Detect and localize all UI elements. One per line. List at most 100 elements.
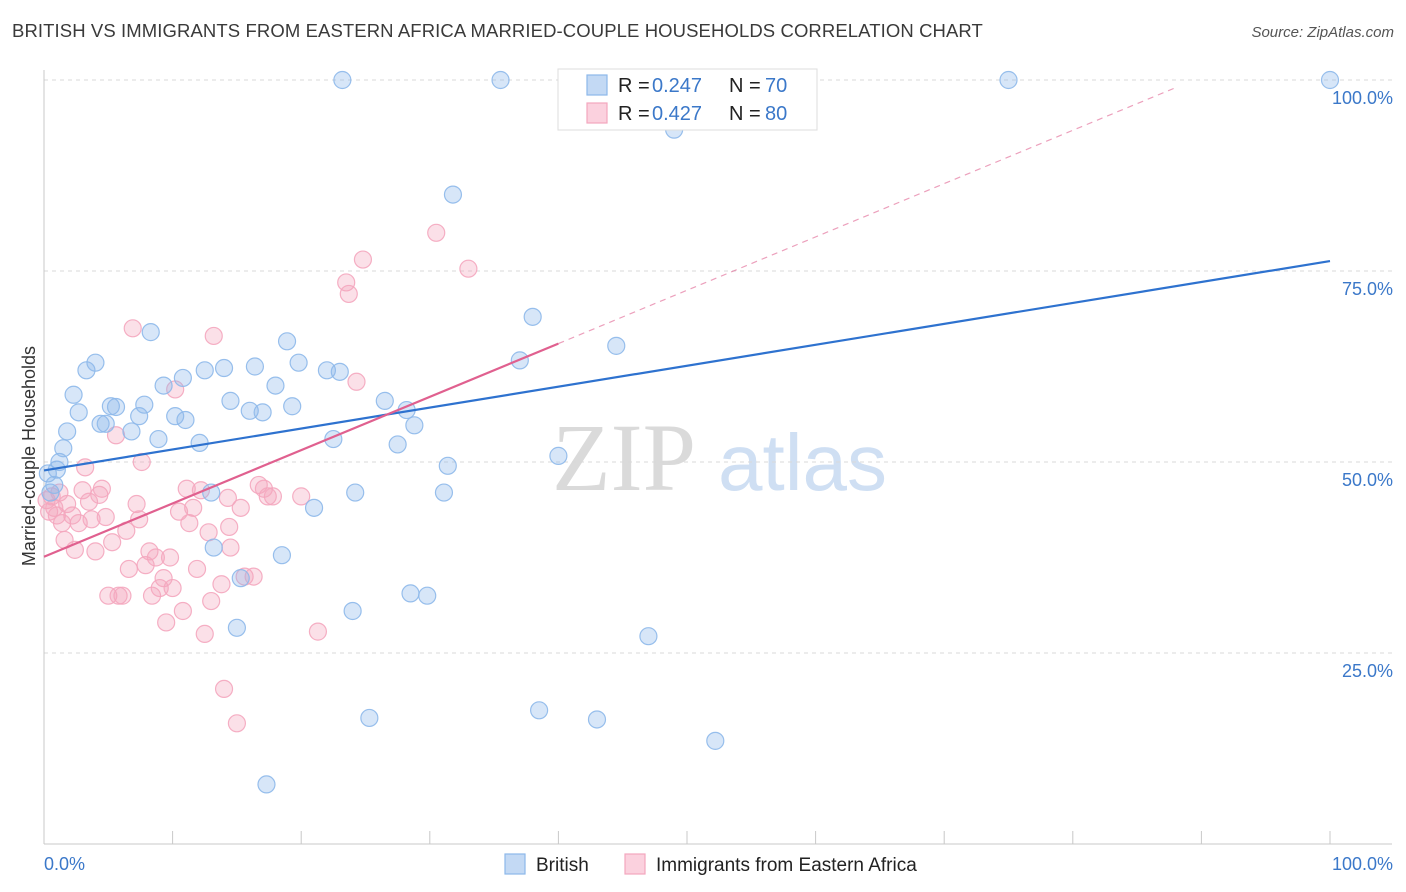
british-point (106, 397, 126, 417)
british-point (195, 361, 214, 380)
british-point (204, 538, 223, 557)
immigrants-point (184, 498, 203, 517)
british-point (231, 569, 250, 588)
immigrants-point (347, 372, 366, 391)
british-point (141, 323, 160, 342)
british-point (173, 368, 192, 388)
immigrants-point (92, 479, 111, 498)
british-point (190, 433, 209, 452)
watermark: ZIP atlas (552, 404, 887, 511)
immigrants-point (154, 569, 173, 588)
immigrants-point (63, 506, 82, 525)
legend-r-value-immigrants: 0.427 (652, 103, 702, 125)
legend-r-label-immigrants: R = (618, 103, 650, 125)
british-point (130, 407, 149, 426)
source-credit[interactable]: Source: ZipAtlas.com (1251, 24, 1394, 41)
immigrants-point (160, 548, 180, 567)
immigrants-point (180, 514, 199, 533)
bottom-legend-label-immigrants[interactable]: Immigrants from Eastern Africa (656, 855, 917, 876)
trend-lines (43, 87, 1331, 558)
y-tick-label-25: 25.0% (1342, 661, 1393, 681)
bottom-legend-label-british[interactable]: British (536, 855, 589, 876)
british-point (549, 446, 568, 465)
immigrants-point (73, 481, 92, 500)
immigrants-point (79, 492, 99, 511)
british-point (491, 70, 510, 90)
british-point (607, 336, 626, 355)
legend-n-label-immigrants: N = (729, 103, 761, 125)
immigrants-point (199, 523, 218, 542)
british-point (214, 358, 234, 378)
immigrants-point (150, 578, 169, 598)
british-point (443, 185, 463, 204)
immigrants-point (202, 591, 221, 611)
immigrants-point (123, 319, 142, 338)
legend-swatch-british (586, 74, 608, 96)
watermark-zip: ZIP (552, 404, 696, 511)
y-tick-label-50: 50.0% (1342, 470, 1393, 490)
immigrants-point (99, 586, 118, 605)
british-point (221, 391, 240, 410)
bottom-legend-swatch-immigrants[interactable] (624, 853, 646, 875)
series-legend[interactable]: British Immigrants from Eastern Africa (504, 853, 917, 876)
british-point (639, 627, 658, 646)
immigrants-trend-extension (558, 87, 1176, 345)
british-point (122, 422, 141, 441)
british-point (330, 362, 349, 381)
immigrants-point (169, 502, 189, 521)
immigrants-point (173, 601, 192, 621)
british-point (434, 483, 454, 502)
immigrants-point (157, 613, 176, 632)
british-point (530, 701, 549, 720)
british-point (1320, 70, 1340, 90)
immigrants-point (82, 510, 101, 529)
british-point (227, 618, 246, 637)
british-point (587, 710, 607, 729)
immigrants-trend-line (43, 342, 559, 558)
british-point (283, 397, 302, 416)
british-point (45, 475, 64, 495)
immigrants-point (127, 494, 146, 514)
british-point (245, 357, 265, 376)
british-point (418, 586, 437, 605)
british-point (166, 407, 185, 426)
x-ticks (43, 831, 1331, 844)
y-tick-label-75: 75.0% (1342, 279, 1393, 299)
british-point (149, 429, 168, 449)
legend-n-value-immigrants: 80 (765, 103, 787, 125)
british-point (333, 70, 352, 90)
british-point (360, 708, 379, 728)
immigrants-point (221, 538, 240, 557)
immigrants-point (86, 542, 105, 561)
british-point (257, 775, 276, 794)
bottom-legend-swatch-british[interactable] (504, 853, 526, 875)
stats-legend: R = 0.247 N = 70 R = 0.427 N = 80 (557, 68, 818, 131)
british-point (388, 435, 407, 454)
immigrants-point (258, 487, 277, 506)
legend-swatch-immigrants (586, 102, 608, 124)
british-point (58, 422, 77, 441)
immigrants-point (103, 533, 122, 552)
british-point (86, 353, 105, 372)
immigrants-point (58, 494, 77, 514)
immigrants-point (218, 488, 237, 508)
legend-r-label-british: R = (618, 75, 650, 97)
immigrants-point (106, 426, 126, 445)
immigrants-point (119, 559, 138, 579)
legend-n-label-british: N = (729, 75, 761, 97)
british-point (266, 376, 285, 395)
immigrants-point (220, 517, 239, 537)
british-point (154, 376, 173, 395)
legend-r-value-british: 0.247 (652, 75, 702, 97)
british-point (304, 498, 324, 517)
immigrants-point (214, 679, 234, 699)
immigrants-point (136, 556, 155, 575)
british-point (405, 416, 424, 435)
immigrants-point (339, 284, 358, 304)
immigrants-point (231, 498, 250, 517)
immigrants-point (212, 575, 231, 594)
legend-n-value-british: 70 (765, 75, 787, 97)
british-point (346, 483, 365, 502)
british-trend-line (43, 259, 1331, 472)
